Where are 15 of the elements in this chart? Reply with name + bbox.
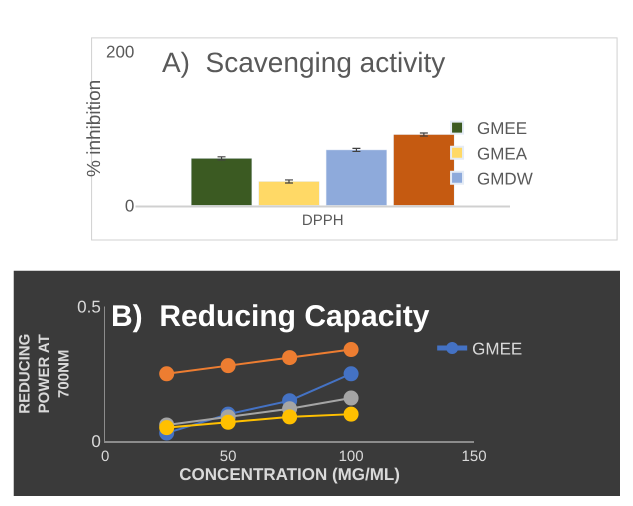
y-tick-label: 0.5: [77, 297, 101, 316]
chart-title: A) Scavenging activity: [162, 47, 446, 78]
y-axis-title: REDUCING POWER AT 700NM: [16, 334, 72, 414]
y-tick-label: 200: [106, 42, 134, 62]
legend-label: GMEE: [472, 340, 522, 359]
x-tick-label: 50: [220, 448, 236, 465]
x-tick-label: 100: [338, 448, 364, 465]
x-tick-label: 150: [462, 448, 487, 465]
x-tick-label: DPPH: [302, 212, 344, 230]
x-axis-title: CONCENTRATION (MG/ML): [179, 464, 400, 484]
legend-label: GMEE: [477, 119, 528, 138]
chart-title: B) Reducing Capacity: [111, 300, 430, 333]
legend-label: GMEA: [477, 144, 528, 164]
legend-label: GMDW: [477, 169, 533, 188]
y-axis-title: % inhibition: [84, 80, 105, 177]
